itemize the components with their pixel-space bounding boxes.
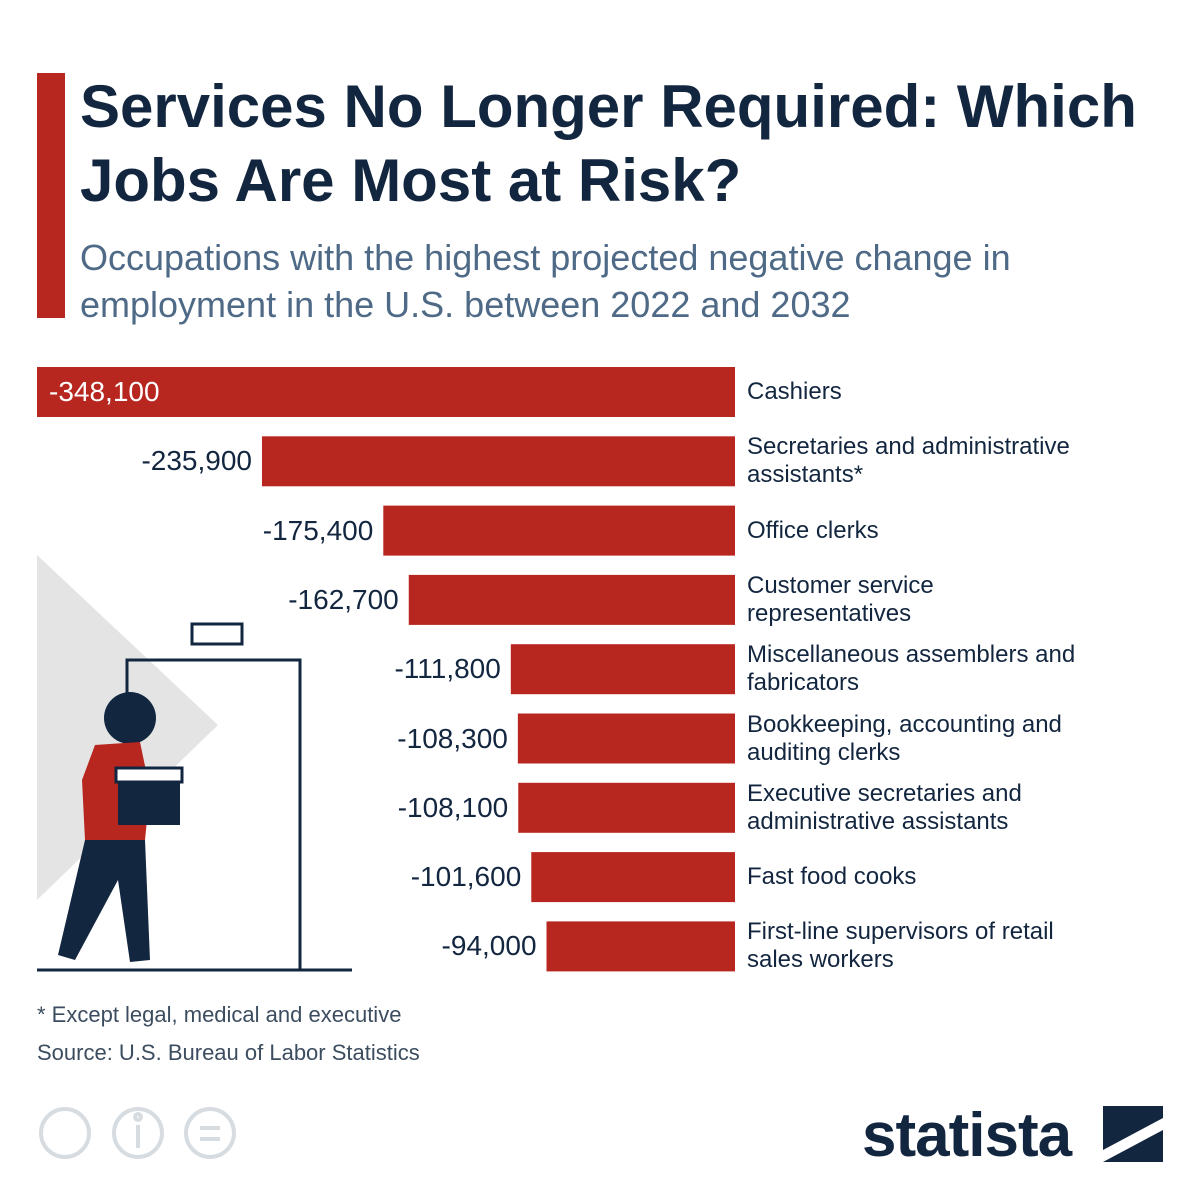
bar xyxy=(517,713,735,764)
bar xyxy=(510,644,735,695)
source: Source: U.S. Bureau of Labor Statistics xyxy=(37,1040,420,1065)
category-label: Miscellaneous assemblers and fabricators xyxy=(747,641,1076,697)
category-label: Office clerks xyxy=(747,516,879,544)
bar xyxy=(531,852,735,903)
bar xyxy=(546,921,735,972)
value-label: -94,000 xyxy=(441,930,537,962)
value-label: -111,800 xyxy=(394,653,501,685)
note: * Except legal, medical and executive xyxy=(37,1002,402,1027)
chart-title: Services No Longer Required: Which Jobs … xyxy=(80,73,1137,214)
accent-bar xyxy=(37,73,65,318)
logo: statista xyxy=(862,1101,1072,1170)
category-label: Executive secretaries and administrative… xyxy=(747,779,1022,835)
category-label: Cashiers xyxy=(747,378,842,405)
category-label: Customer service representatives xyxy=(747,571,934,627)
value-label: -235,900 xyxy=(141,445,252,477)
category-label: Fast food cooks xyxy=(747,863,917,891)
logo-mark xyxy=(1103,1106,1163,1162)
category-label: Bookkeeping, accounting and auditing cle… xyxy=(747,710,1062,766)
value-label: -101,600 xyxy=(410,861,522,893)
bar xyxy=(383,505,735,556)
illustration xyxy=(37,555,352,972)
bar xyxy=(408,574,735,625)
bar xyxy=(261,436,735,487)
value-label: -348,100 xyxy=(49,376,160,407)
value-label: -108,300 xyxy=(397,722,508,754)
bar xyxy=(518,782,735,833)
value-label: -108,100 xyxy=(397,791,509,823)
value-label: -162,700 xyxy=(288,583,399,615)
bar xyxy=(37,367,735,417)
category-label: First-line supervisors of retail sales w… xyxy=(747,918,1054,974)
category-label: Secretaries and administrative assistant… xyxy=(747,433,1070,489)
license-icons xyxy=(39,1107,236,1159)
value-label: -175,400 xyxy=(262,514,374,546)
chart-subtitle: Occupations with the highest projected n… xyxy=(80,237,1011,325)
